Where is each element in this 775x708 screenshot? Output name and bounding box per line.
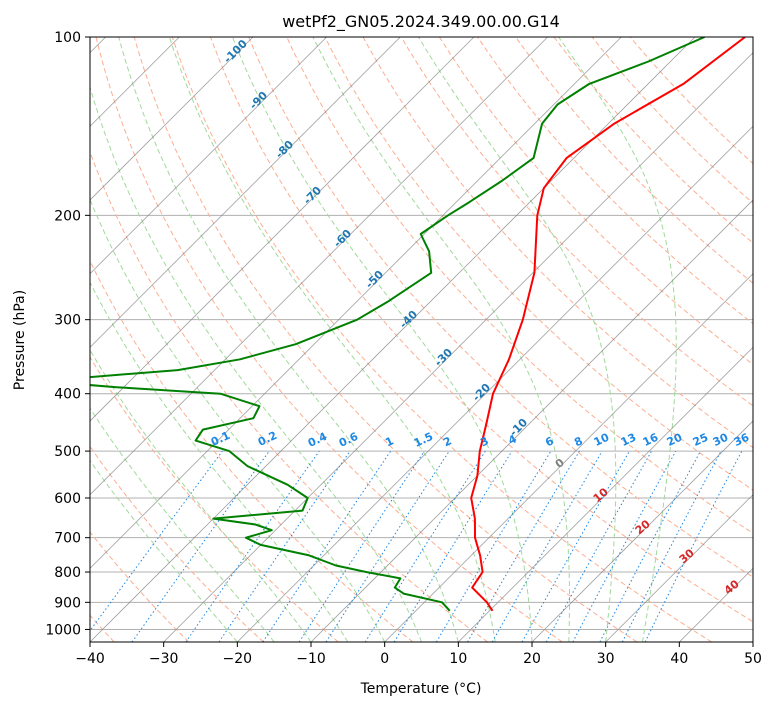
isotherm-line <box>163 52 753 642</box>
x-tick-label: 30 <box>597 651 615 667</box>
y-tick-label: 800 <box>54 565 81 581</box>
mixing-ratio-label: 25 <box>691 431 710 449</box>
mixing-ratio-line <box>185 450 320 642</box>
isotherm-line <box>237 125 753 642</box>
chart-title: wetPf2_GN05.2024.349.00.00.G14 <box>282 12 560 32</box>
isotherm-line <box>90 37 401 348</box>
isotherm-line <box>90 37 622 569</box>
y-tick-label: 500 <box>54 444 81 460</box>
x-tick-label: 10 <box>449 651 467 667</box>
mixing-ratio-line <box>325 450 450 642</box>
dry-adiabat <box>210 37 753 623</box>
x-tick-label: 20 <box>523 651 541 667</box>
mixing-ratio-label: 20 <box>665 431 685 449</box>
y-tick-label: 400 <box>54 387 81 403</box>
moist-adiabat <box>90 281 349 642</box>
y-tick-label: 700 <box>54 531 81 547</box>
x-tick-label: 50 <box>744 651 762 667</box>
dry-adiabat <box>95 37 563 642</box>
y-tick-label: 100 <box>54 30 81 46</box>
sounding-curve <box>470 37 746 612</box>
moist-adiabat <box>90 198 386 642</box>
mixing-ratio-line <box>521 450 630 642</box>
mixing-ratio-label: 13 <box>619 431 638 449</box>
plot-frame <box>89 36 754 643</box>
mixing-ratio-lines <box>90 450 743 642</box>
x-tick-label: −40 <box>75 651 105 667</box>
dry-adiabat <box>438 37 753 366</box>
dry-adiabat <box>171 37 712 642</box>
isotherm-line <box>531 420 753 642</box>
y-tick-label: 200 <box>54 208 81 224</box>
moist-adiabat <box>168 37 496 642</box>
moist-adiabat <box>231 37 533 642</box>
isotherm-line <box>605 494 753 642</box>
mixing-ratio-line <box>572 450 677 642</box>
dry-adiabat <box>90 356 339 642</box>
dry-adiabat <box>133 37 638 642</box>
plot-area: -100-90-80-70-60-50-40-30-20-10010203040… <box>90 37 753 642</box>
mixing-ratio-line <box>545 450 653 642</box>
mixing-ratio-label: 10 <box>592 431 612 449</box>
isotherm-line <box>310 199 753 642</box>
isotherm-line <box>90 37 548 496</box>
moist-adiabat <box>418 37 617 642</box>
sounding-profiles <box>90 37 746 612</box>
moist-adiabat <box>312 37 570 642</box>
y-tick-label: 900 <box>54 595 81 611</box>
isotherm-line <box>90 37 254 201</box>
moist-adiabat <box>558 37 677 642</box>
mixing-ratio-line <box>131 450 270 642</box>
isotherm-line <box>90 37 327 275</box>
moist-adiabat <box>90 459 238 642</box>
dry-adiabat <box>90 531 190 642</box>
mixing-ratio-label: 30 <box>711 431 731 449</box>
x-axis-ticks: −40 −30 −20 −10 0 10 20 30 40 50 <box>75 642 762 667</box>
isotherm-line <box>458 346 753 642</box>
mixing-ratio-line <box>644 450 743 642</box>
mixing-ratio-line <box>393 450 513 642</box>
mixing-ratio-line <box>90 450 223 632</box>
isotherm-line <box>90 37 475 422</box>
isotherm-line <box>384 273 753 642</box>
x-tick-label: −30 <box>149 651 179 667</box>
x-tick-label: 40 <box>670 651 688 667</box>
mixing-ratio-line <box>218 450 351 642</box>
dry-adiabat <box>400 37 753 407</box>
sounding-curve <box>90 37 705 612</box>
y-tick-label: 600 <box>54 491 81 507</box>
dry-adiabat <box>324 37 753 491</box>
mixing-ratio-label: 36 <box>732 431 752 449</box>
y-tick-label: 1000 <box>45 622 81 638</box>
mixing-ratio-line <box>298 450 425 642</box>
mixing-ratio-line <box>262 450 392 642</box>
y-axis-label: Pressure (hPa) <box>12 290 28 390</box>
pressure-grid <box>90 37 753 630</box>
x-tick-label: −10 <box>296 651 326 667</box>
dry-adiabat <box>515 37 753 284</box>
mixing-ratio-label: 16 <box>641 431 661 449</box>
moist-adiabat <box>90 407 275 642</box>
y-tick-label: 300 <box>54 313 81 329</box>
x-tick-label: 0 <box>380 651 389 667</box>
moist-adiabats <box>90 37 677 642</box>
y-axis-ticks: 100 200 300 400 500 600 700 800 900 1000 <box>45 30 90 638</box>
moist-adiabat <box>118 37 459 642</box>
x-axis-label: Temperature (°C) <box>360 681 482 697</box>
isotherms <box>90 37 753 642</box>
dry-adiabat <box>248 37 753 578</box>
x-tick-label: −20 <box>223 651 253 667</box>
dry-adiabat <box>90 445 264 642</box>
